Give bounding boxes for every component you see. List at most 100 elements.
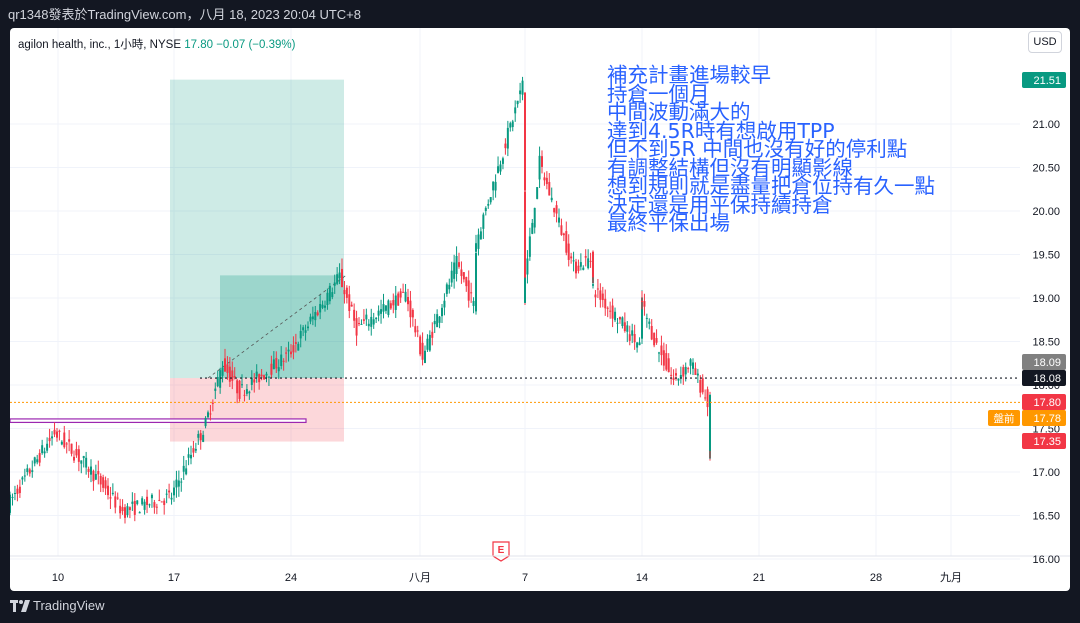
candle-body[interactable] bbox=[458, 262, 460, 267]
candle-body[interactable] bbox=[48, 437, 51, 442]
candle-body[interactable] bbox=[33, 457, 36, 464]
candle-body[interactable] bbox=[207, 412, 209, 418]
candle-body[interactable] bbox=[177, 480, 180, 487]
candle-body[interactable] bbox=[343, 289, 346, 295]
candle-body[interactable] bbox=[36, 459, 39, 463]
candle-body[interactable] bbox=[277, 367, 280, 372]
candle-body[interactable] bbox=[394, 295, 397, 310]
candle-body[interactable] bbox=[233, 376, 236, 378]
candle-body[interactable] bbox=[90, 466, 92, 475]
candle-body[interactable] bbox=[433, 320, 436, 325]
candle-body[interactable] bbox=[270, 363, 273, 375]
candle-body[interactable] bbox=[543, 177, 546, 181]
candle-body[interactable] bbox=[582, 267, 585, 270]
candle-body[interactable] bbox=[190, 454, 192, 459]
candle-body[interactable] bbox=[21, 477, 24, 480]
candle-body[interactable] bbox=[185, 468, 188, 475]
candle-body[interactable] bbox=[331, 292, 334, 298]
candle-body[interactable] bbox=[365, 314, 368, 320]
candle-body[interactable] bbox=[709, 394, 711, 428]
candle-body[interactable] bbox=[341, 268, 343, 287]
candle-body[interactable] bbox=[404, 291, 407, 302]
candle-body[interactable] bbox=[519, 90, 522, 95]
candle-body[interactable] bbox=[692, 362, 694, 369]
candle-body[interactable] bbox=[109, 497, 112, 499]
candle-body[interactable] bbox=[77, 449, 80, 462]
candle-body[interactable] bbox=[592, 266, 594, 284]
candle-body[interactable] bbox=[687, 368, 690, 370]
candle-body[interactable] bbox=[209, 413, 212, 415]
candle-body[interactable] bbox=[633, 334, 636, 343]
candle-body[interactable] bbox=[82, 456, 85, 459]
candle-body[interactable] bbox=[596, 288, 599, 290]
candle-body[interactable] bbox=[443, 300, 446, 308]
candle-body[interactable] bbox=[221, 367, 224, 376]
candle-body[interactable] bbox=[501, 158, 504, 164]
candle-body[interactable] bbox=[11, 496, 14, 498]
candle-body[interactable] bbox=[70, 443, 73, 454]
position-profit-zone[interactable] bbox=[170, 79, 344, 379]
candle-body[interactable] bbox=[402, 291, 405, 293]
candle-body[interactable] bbox=[280, 354, 283, 366]
candle-body[interactable] bbox=[555, 205, 558, 214]
candle-body[interactable] bbox=[428, 334, 431, 351]
candle-body[interactable] bbox=[265, 373, 268, 376]
earnings-marker[interactable]: E bbox=[492, 541, 510, 562]
candle-body[interactable] bbox=[104, 480, 107, 489]
candle-body[interactable] bbox=[611, 305, 614, 319]
candle-body[interactable] bbox=[119, 505, 122, 514]
candle-body[interactable] bbox=[407, 296, 409, 305]
candle-body[interactable] bbox=[10, 494, 11, 513]
candle-body[interactable] bbox=[228, 366, 231, 382]
candle-body[interactable] bbox=[375, 317, 378, 320]
candle-body[interactable] bbox=[562, 233, 565, 236]
candle-body[interactable] bbox=[511, 121, 514, 128]
candle-body[interactable] bbox=[250, 377, 253, 385]
candle-body[interactable] bbox=[589, 260, 592, 262]
candle-body[interactable] bbox=[445, 284, 448, 294]
candle-body[interactable] bbox=[482, 214, 485, 229]
candle-body[interactable] bbox=[648, 321, 651, 324]
candle-body[interactable] bbox=[236, 380, 239, 394]
candle-body[interactable] bbox=[492, 181, 495, 191]
candle-body[interactable] bbox=[80, 460, 83, 464]
candle-body[interactable] bbox=[684, 366, 687, 375]
candle-body[interactable] bbox=[699, 380, 702, 393]
price-chart[interactable]: E16.0016.5017.0017.5018.0018.5019.0019.5… bbox=[10, 28, 1070, 591]
candle-body[interactable] bbox=[694, 368, 697, 375]
candle-body[interactable] bbox=[287, 349, 290, 352]
candle-body[interactable] bbox=[102, 477, 105, 488]
candle-body[interactable] bbox=[155, 506, 158, 508]
candle-body[interactable] bbox=[219, 370, 222, 388]
candle-body[interactable] bbox=[553, 208, 556, 213]
candle-body[interactable] bbox=[243, 394, 246, 396]
candle-body[interactable] bbox=[285, 352, 288, 354]
candle-body[interactable] bbox=[328, 285, 331, 302]
candle-body[interactable] bbox=[65, 443, 68, 445]
candle-body[interactable] bbox=[526, 258, 529, 275]
candle-body[interactable] bbox=[38, 453, 41, 463]
candle-body[interactable] bbox=[560, 225, 563, 235]
candle-body[interactable] bbox=[462, 272, 465, 280]
candle-body[interactable] bbox=[311, 316, 314, 320]
candle-body[interactable] bbox=[26, 468, 29, 473]
candle-body[interactable] bbox=[241, 384, 243, 386]
candle-body[interactable] bbox=[660, 345, 663, 356]
candle-body[interactable] bbox=[438, 316, 441, 323]
candle-body[interactable] bbox=[704, 397, 707, 399]
candle-body[interactable] bbox=[387, 300, 390, 315]
candle-body[interactable] bbox=[475, 278, 477, 312]
candle-body[interactable] bbox=[302, 327, 305, 331]
candle-body[interactable] bbox=[441, 307, 443, 317]
candle-body[interactable] bbox=[453, 262, 456, 279]
candle-body[interactable] bbox=[606, 307, 609, 309]
candle-body[interactable] bbox=[231, 370, 234, 381]
candle-body[interactable] bbox=[521, 80, 524, 95]
candle-body[interactable] bbox=[163, 500, 166, 505]
candle-body[interactable] bbox=[409, 300, 412, 318]
candle-body[interactable] bbox=[238, 380, 241, 399]
candle-body[interactable] bbox=[170, 497, 173, 500]
candle-body[interactable] bbox=[43, 451, 46, 454]
candle-body[interactable] bbox=[370, 316, 373, 327]
candle-body[interactable] bbox=[621, 317, 624, 327]
